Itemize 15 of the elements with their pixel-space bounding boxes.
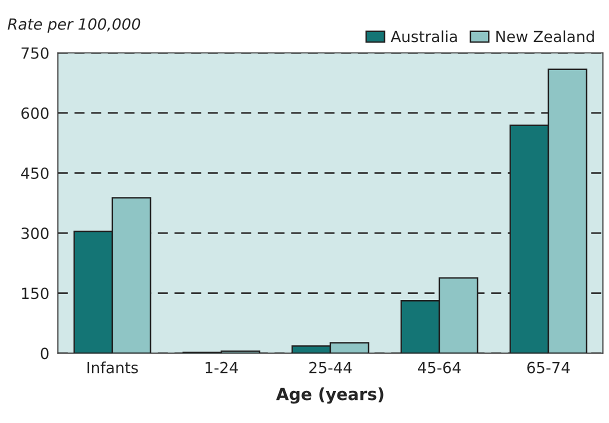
y-tick-label: 750 xyxy=(22,47,49,59)
y-axis-title: Rate per 100,000 xyxy=(8,18,140,33)
y-tick-label: 150 xyxy=(22,288,49,300)
y-tick-label: 450 xyxy=(21,167,49,180)
x-tick-label: 65-74 xyxy=(527,362,570,374)
x-tick-label: 1-24 xyxy=(206,362,238,374)
x-tick-label: Infants xyxy=(88,362,138,374)
legend-label: Australia xyxy=(390,30,457,42)
x-axis-title: Age (years) xyxy=(276,387,384,404)
y-tick-label: 600 xyxy=(21,107,49,119)
x-tick-label: 25-44 xyxy=(309,362,352,374)
y-tick-label: 300 xyxy=(22,228,49,240)
y-tick-label: 0 xyxy=(40,348,49,360)
legend-label: New Zealand xyxy=(496,30,594,42)
x-tick-label: 45-64 xyxy=(418,362,461,374)
